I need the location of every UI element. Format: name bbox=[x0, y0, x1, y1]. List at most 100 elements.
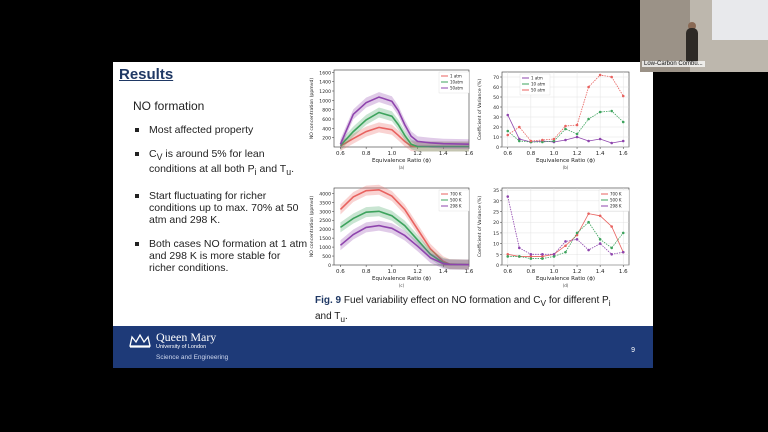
data-point bbox=[575, 231, 579, 235]
x-tick-label: 1.4 bbox=[439, 151, 448, 157]
data-point bbox=[587, 248, 590, 252]
figure-caption: Fig. 9 Fuel variability effect on NO for… bbox=[315, 294, 625, 326]
data-point bbox=[518, 137, 521, 141]
x-tick-label: 0.6 bbox=[503, 151, 512, 157]
data-point bbox=[587, 117, 590, 121]
data-point bbox=[552, 137, 556, 141]
data-point bbox=[575, 123, 579, 127]
webcam-label: Low-Carbon Combu... bbox=[642, 61, 705, 67]
x-tick-label: 1.6 bbox=[619, 151, 628, 157]
caption-sub: u bbox=[340, 314, 346, 324]
data-point bbox=[621, 139, 625, 143]
caption-text: for different P bbox=[546, 295, 609, 306]
data-point bbox=[529, 257, 533, 260]
data-point bbox=[518, 255, 521, 258]
y-tick-label: 3500 bbox=[319, 200, 331, 206]
x-tick-label: 1.4 bbox=[439, 269, 448, 275]
x-tick-label: 0.6 bbox=[503, 269, 512, 275]
confidence-band-1 bbox=[340, 206, 469, 270]
data-point bbox=[610, 109, 613, 113]
data-point bbox=[575, 233, 579, 237]
y-tick-label: 4000 bbox=[319, 191, 331, 197]
series-line-1 bbox=[507, 110, 624, 143]
data-point bbox=[598, 110, 602, 114]
data-point bbox=[552, 253, 556, 256]
series-line-1 bbox=[339, 111, 469, 148]
x-tick-label: 1.6 bbox=[619, 269, 628, 275]
university-subtitle: University of London bbox=[156, 344, 207, 350]
bullet-sub: V bbox=[156, 152, 163, 163]
series-line-2 bbox=[339, 224, 470, 266]
y-tick-label: 40 bbox=[493, 105, 499, 111]
y-tick-label: 1400 bbox=[319, 80, 331, 86]
legend-label: 500 K bbox=[610, 198, 622, 203]
y-tick-label: 2000 bbox=[319, 227, 331, 233]
data-point bbox=[587, 139, 590, 143]
bullet-sub: i bbox=[254, 167, 257, 178]
data-point bbox=[506, 253, 510, 256]
data-point bbox=[598, 73, 602, 77]
speaker-figure bbox=[686, 28, 698, 62]
data-point bbox=[541, 140, 544, 144]
y-tick-label: 1500 bbox=[319, 236, 331, 242]
series-line-2 bbox=[339, 96, 470, 145]
crown-logo-icon bbox=[129, 333, 151, 348]
bullet-item: Both cases NO formation at 1 atm and 298… bbox=[133, 238, 308, 274]
data-point bbox=[541, 138, 544, 142]
caption-sub: V bbox=[540, 298, 547, 308]
bullet-text: Most affected property bbox=[149, 124, 254, 136]
x-tick-label: 1.6 bbox=[465, 269, 473, 275]
x-axis-label: Equivalence Ratio (ϕ) bbox=[536, 276, 595, 282]
caption-text: Fuel variability effect on NO formation … bbox=[341, 295, 541, 306]
data-point bbox=[621, 94, 625, 98]
data-point bbox=[552, 139, 556, 143]
x-tick-label: 1.4 bbox=[596, 151, 605, 157]
x-axis-label: Equivalence Ratio (ϕ) bbox=[536, 158, 595, 164]
x-tick-label: 1.0 bbox=[387, 151, 396, 157]
x-axis-label: Equivalence Ratio (ϕ) bbox=[372, 276, 431, 282]
x-tick-label: 0.8 bbox=[362, 151, 371, 157]
data-point bbox=[598, 214, 602, 218]
data-point bbox=[587, 85, 590, 89]
confidence-band-2 bbox=[340, 220, 469, 270]
y-tick-label: 20 bbox=[493, 220, 499, 226]
caption-text: . bbox=[345, 311, 348, 322]
data-point bbox=[506, 255, 510, 258]
data-point bbox=[564, 244, 567, 248]
webcam-thumbnail[interactable]: Low-Carbon Combu... bbox=[640, 0, 768, 72]
y-tick-label: 1000 bbox=[319, 245, 331, 251]
y-axis-label: NO concentration (ppmvd) bbox=[309, 196, 315, 258]
chart-cov-pressure: 0.6 0.8 1.0 1.2 1.4 1.6 0 10 20 30 40 50 60 70 Equival… bbox=[476, 66, 633, 171]
data-point bbox=[621, 231, 625, 235]
y-tick-label: 0 bbox=[328, 263, 331, 269]
bullet-text: Both cases NO formation at 1 atm and 298… bbox=[149, 238, 308, 275]
data-point bbox=[610, 253, 613, 256]
data-point bbox=[610, 141, 613, 145]
data-point bbox=[506, 113, 510, 117]
legend-label: 1 atm bbox=[531, 76, 543, 81]
y-tick-label: 1000 bbox=[319, 98, 331, 104]
bullet-item: Start fluctuating for richer conditions … bbox=[133, 190, 308, 226]
x-tick-label: 1.2 bbox=[573, 269, 582, 275]
legend-label: 700 K bbox=[610, 192, 622, 197]
bullet-text: Start fluctuating for richer conditions … bbox=[149, 190, 299, 227]
confidence-band-0 bbox=[340, 184, 469, 270]
x-tick-label: 1.6 bbox=[465, 151, 473, 157]
x-axis-label: Equivalence Ratio (ϕ) bbox=[372, 158, 431, 164]
panel-label: (b) bbox=[563, 165, 569, 170]
bullet-text-mid: is around 5% for lean conditions at all … bbox=[149, 148, 265, 176]
y-tick-label: 2500 bbox=[319, 218, 331, 224]
y-tick-label: 60 bbox=[493, 85, 499, 91]
legend-label: 700 K bbox=[450, 192, 462, 197]
panel-label: (d) bbox=[563, 283, 569, 288]
data-point bbox=[610, 75, 613, 79]
bullet-sub: u bbox=[286, 167, 292, 178]
y-tick-label: 3000 bbox=[319, 209, 331, 215]
y-tick-label: 20 bbox=[493, 125, 499, 131]
y-tick-label: 15 bbox=[493, 231, 499, 237]
legend-label: 50atm bbox=[450, 86, 463, 91]
caption-fig-label: Fig. 9 bbox=[315, 295, 342, 306]
y-tick-label: 200 bbox=[322, 136, 331, 142]
data-point bbox=[564, 124, 567, 128]
y-axis-label: Coefficient of Variance (%) bbox=[477, 196, 483, 257]
